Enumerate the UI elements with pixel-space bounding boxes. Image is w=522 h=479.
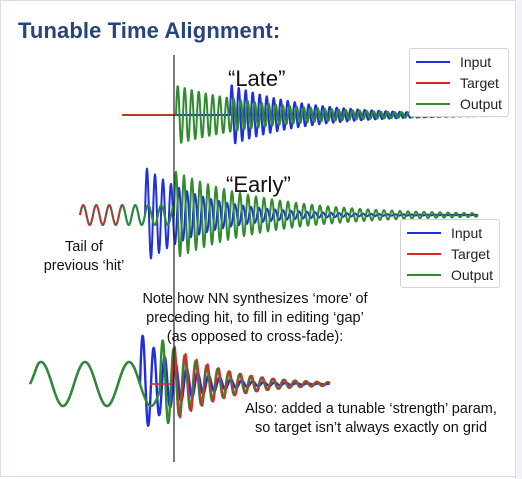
legend-label-output: Output xyxy=(451,266,494,283)
slide-title: Tunable Time Alignment: xyxy=(18,18,281,43)
label-tail-previous-hit: Tail of previous ‘hit’ xyxy=(43,239,125,274)
legend-item-output: Output xyxy=(416,93,502,114)
legend-label-target: Target xyxy=(451,245,490,262)
legend-item-output: Output xyxy=(407,264,493,285)
legend-swatch-output xyxy=(407,273,441,276)
series-target xyxy=(149,345,331,419)
series-target xyxy=(79,204,124,226)
legend-item-target: Target xyxy=(407,243,493,264)
note-strength-param: Also: added a tunable ‘strength’ param, … xyxy=(245,401,497,436)
plot-zoom-waveform xyxy=(28,334,331,427)
legend-swatch-input xyxy=(407,231,441,234)
legend-item-input: Input xyxy=(416,51,502,72)
plot-early-waveform xyxy=(79,167,479,260)
legend-swatch-output xyxy=(416,102,450,105)
series-input xyxy=(79,167,479,260)
window-edge xyxy=(515,0,522,479)
label-late: “Late” xyxy=(228,66,286,91)
legend-label-input: Input xyxy=(460,53,492,70)
legend-item-input: Input xyxy=(407,222,493,243)
legend-label-input: Input xyxy=(451,224,483,241)
legend-item-target: Target xyxy=(416,72,502,93)
label-early: “Early” xyxy=(226,172,291,197)
legend-swatch-target xyxy=(407,252,441,255)
note-nn-synthesis: Note how NN synthesizes ‘more’ of preced… xyxy=(142,291,368,345)
legend-late-plot: Input Target Output xyxy=(409,48,510,117)
legend-label-output: Output xyxy=(460,95,503,112)
legend-swatch-input xyxy=(416,60,450,63)
legend-swatch-target xyxy=(416,81,450,84)
legend-label-target: Target xyxy=(460,74,499,91)
series-output xyxy=(28,339,331,425)
legend-early-plot: Input Target Output xyxy=(400,219,501,288)
series-output xyxy=(79,170,479,258)
